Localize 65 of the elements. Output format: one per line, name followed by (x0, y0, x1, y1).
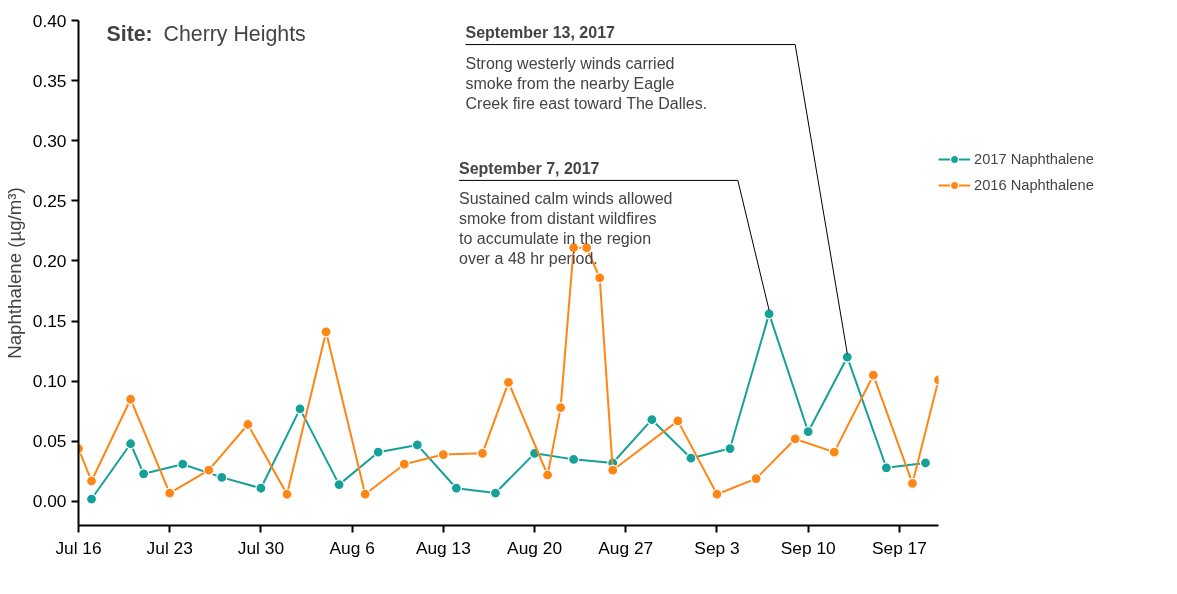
point (789, 433, 801, 445)
point (711, 488, 723, 500)
point (594, 272, 606, 284)
chart-title: Site: Cherry Heights (106, 21, 306, 46)
point (359, 488, 371, 500)
point (828, 446, 840, 458)
point (763, 308, 775, 320)
x-tick-label: Sep 3 (694, 537, 740, 558)
point (125, 393, 137, 405)
point (411, 439, 423, 451)
point (906, 477, 919, 490)
point (919, 457, 932, 469)
x-tick-label: Aug 20 (507, 537, 563, 558)
point (372, 446, 384, 458)
point (502, 376, 515, 389)
point (203, 464, 215, 476)
y-tick-label: 0.15 (32, 311, 67, 332)
y-tick-label: 0.10 (32, 371, 67, 392)
point (85, 475, 98, 487)
point (867, 369, 879, 381)
x-tick-label: Jul 16 (55, 537, 102, 558)
point (242, 418, 254, 431)
point (476, 447, 489, 459)
x-tick-label: Aug 27 (598, 537, 654, 558)
point (294, 403, 306, 415)
point (281, 488, 293, 500)
annotation: September 13, 2017 Strong westerly winds carried smoke from the nearby Eagle Creek fire east toward The Dalles. (465, 23, 708, 112)
point (333, 479, 345, 491)
point (216, 471, 228, 483)
point (138, 468, 150, 480)
point (750, 473, 762, 485)
point (607, 464, 619, 476)
y-axis-title: Naphthalene (µg/m³) (3, 187, 25, 359)
point (450, 482, 462, 494)
x-tick-label: Aug 13 (415, 537, 471, 558)
point (880, 462, 892, 474)
x-tick-label: Sep 17 (871, 537, 927, 558)
y-tick-label: 0.20 (32, 250, 67, 271)
point (568, 453, 580, 465)
x-tick-label: Aug 6 (329, 537, 375, 558)
point (555, 402, 567, 414)
y-tick-label: 0.05 (32, 431, 67, 452)
point (398, 458, 410, 470)
y-tick-label: 0.30 (32, 130, 67, 151)
point (685, 452, 697, 464)
point (125, 438, 137, 450)
y-tick-label: 0.00 (32, 491, 67, 512)
point (255, 482, 267, 494)
point (672, 415, 684, 427)
y-tick-label: 0.40 (32, 10, 67, 31)
x-tick-label: Sep 10 (780, 537, 836, 558)
point (489, 487, 502, 499)
point (177, 458, 189, 470)
point (646, 414, 658, 426)
x-tick-label: Jul 23 (146, 537, 193, 558)
point (320, 326, 332, 338)
y-tick-label: 0.35 (32, 70, 67, 91)
legend-label: 2016 Naphthalene (974, 177, 1094, 193)
legend-label: 2017 Naphthalene (974, 151, 1094, 167)
point (841, 351, 853, 363)
point (85, 493, 98, 505)
point (164, 487, 176, 499)
point (541, 469, 554, 481)
x-tick-label: Jul 30 (237, 537, 285, 558)
y-tick-label: 0.25 (32, 190, 67, 211)
